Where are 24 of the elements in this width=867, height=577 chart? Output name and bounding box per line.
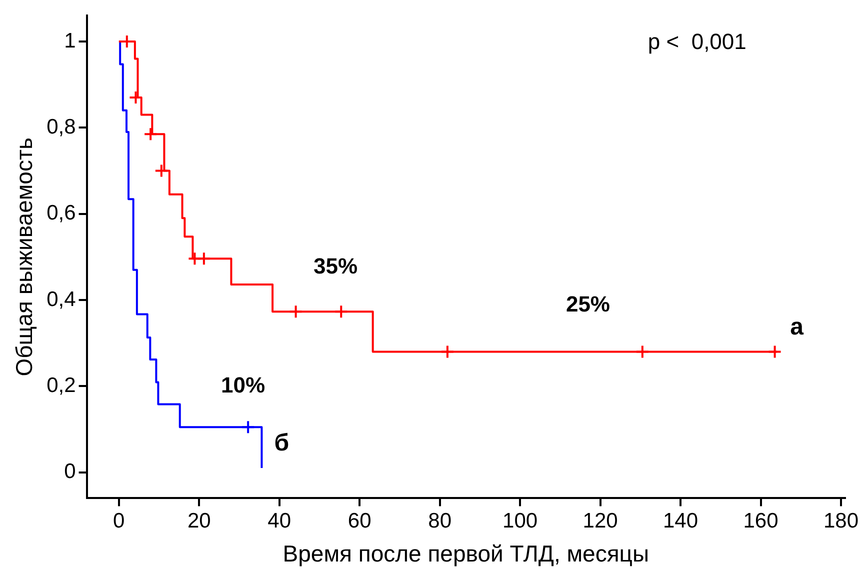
series-label: б (274, 430, 290, 457)
x-tick-label: 80 (428, 510, 452, 533)
y-tick-label: 0,8 (46, 115, 76, 138)
x-tick-label: 20 (187, 510, 211, 533)
series-label: а (790, 313, 804, 340)
x-axis-title: Время после первой ТЛД, месяцы (282, 540, 650, 567)
annotation: 35% (313, 254, 358, 279)
x-tick-label: 120 (582, 510, 618, 533)
x-tick-label: 140 (663, 510, 698, 533)
y-tick-label: 0,6 (46, 202, 76, 225)
x-tick-label: 180 (823, 510, 859, 533)
y-tick-label: 0,4 (46, 288, 76, 311)
y-tick-label: 1 (64, 29, 76, 52)
x-tick-label: 160 (743, 510, 778, 533)
x-tick-label: 40 (268, 510, 292, 533)
y-tick-label: 0 (64, 460, 76, 484)
x-tick-label: 60 (348, 510, 372, 533)
annotation: p < 0,001 (648, 29, 746, 54)
x-tick-label: 0 (113, 510, 125, 533)
annotation: 10% (220, 372, 266, 398)
y-tick-label: 0,2 (46, 374, 76, 397)
annotation: 25% (566, 292, 610, 317)
y-axis-title: Общая выживаемость (11, 138, 38, 376)
x-tick-label: 100 (502, 510, 538, 533)
